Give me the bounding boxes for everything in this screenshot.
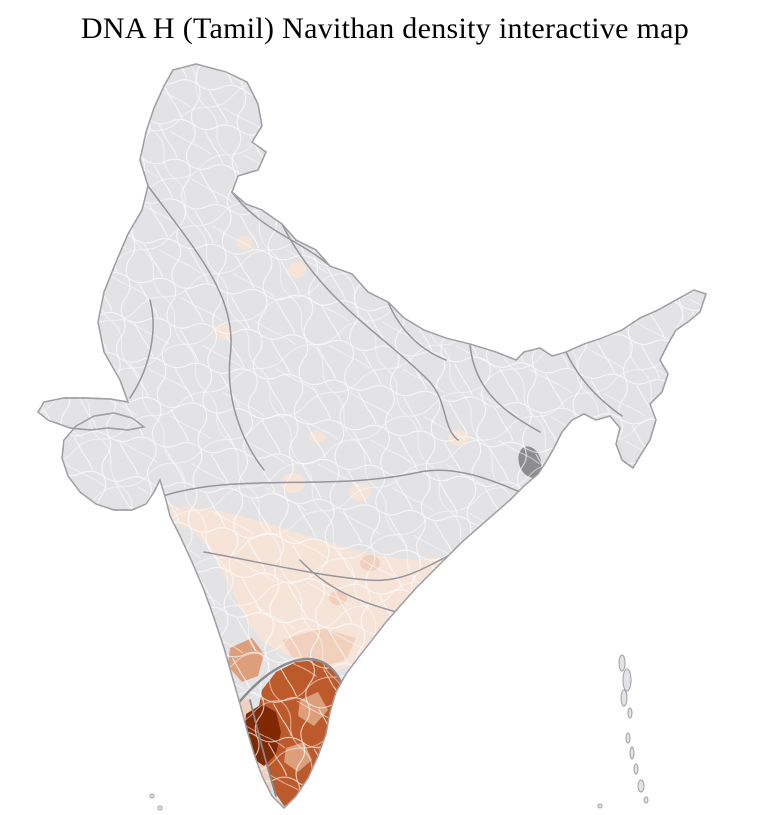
map-title: DNA H (Tamil) Navithan density interacti… xyxy=(80,12,690,45)
state-borders xyxy=(129,185,623,797)
density-regions xyxy=(38,64,706,808)
region-lakshadweep-islands[interactable] xyxy=(149,793,163,811)
region-andaman-nicobar-islands[interactable] xyxy=(597,654,649,809)
district-borders-mesh xyxy=(38,64,706,808)
